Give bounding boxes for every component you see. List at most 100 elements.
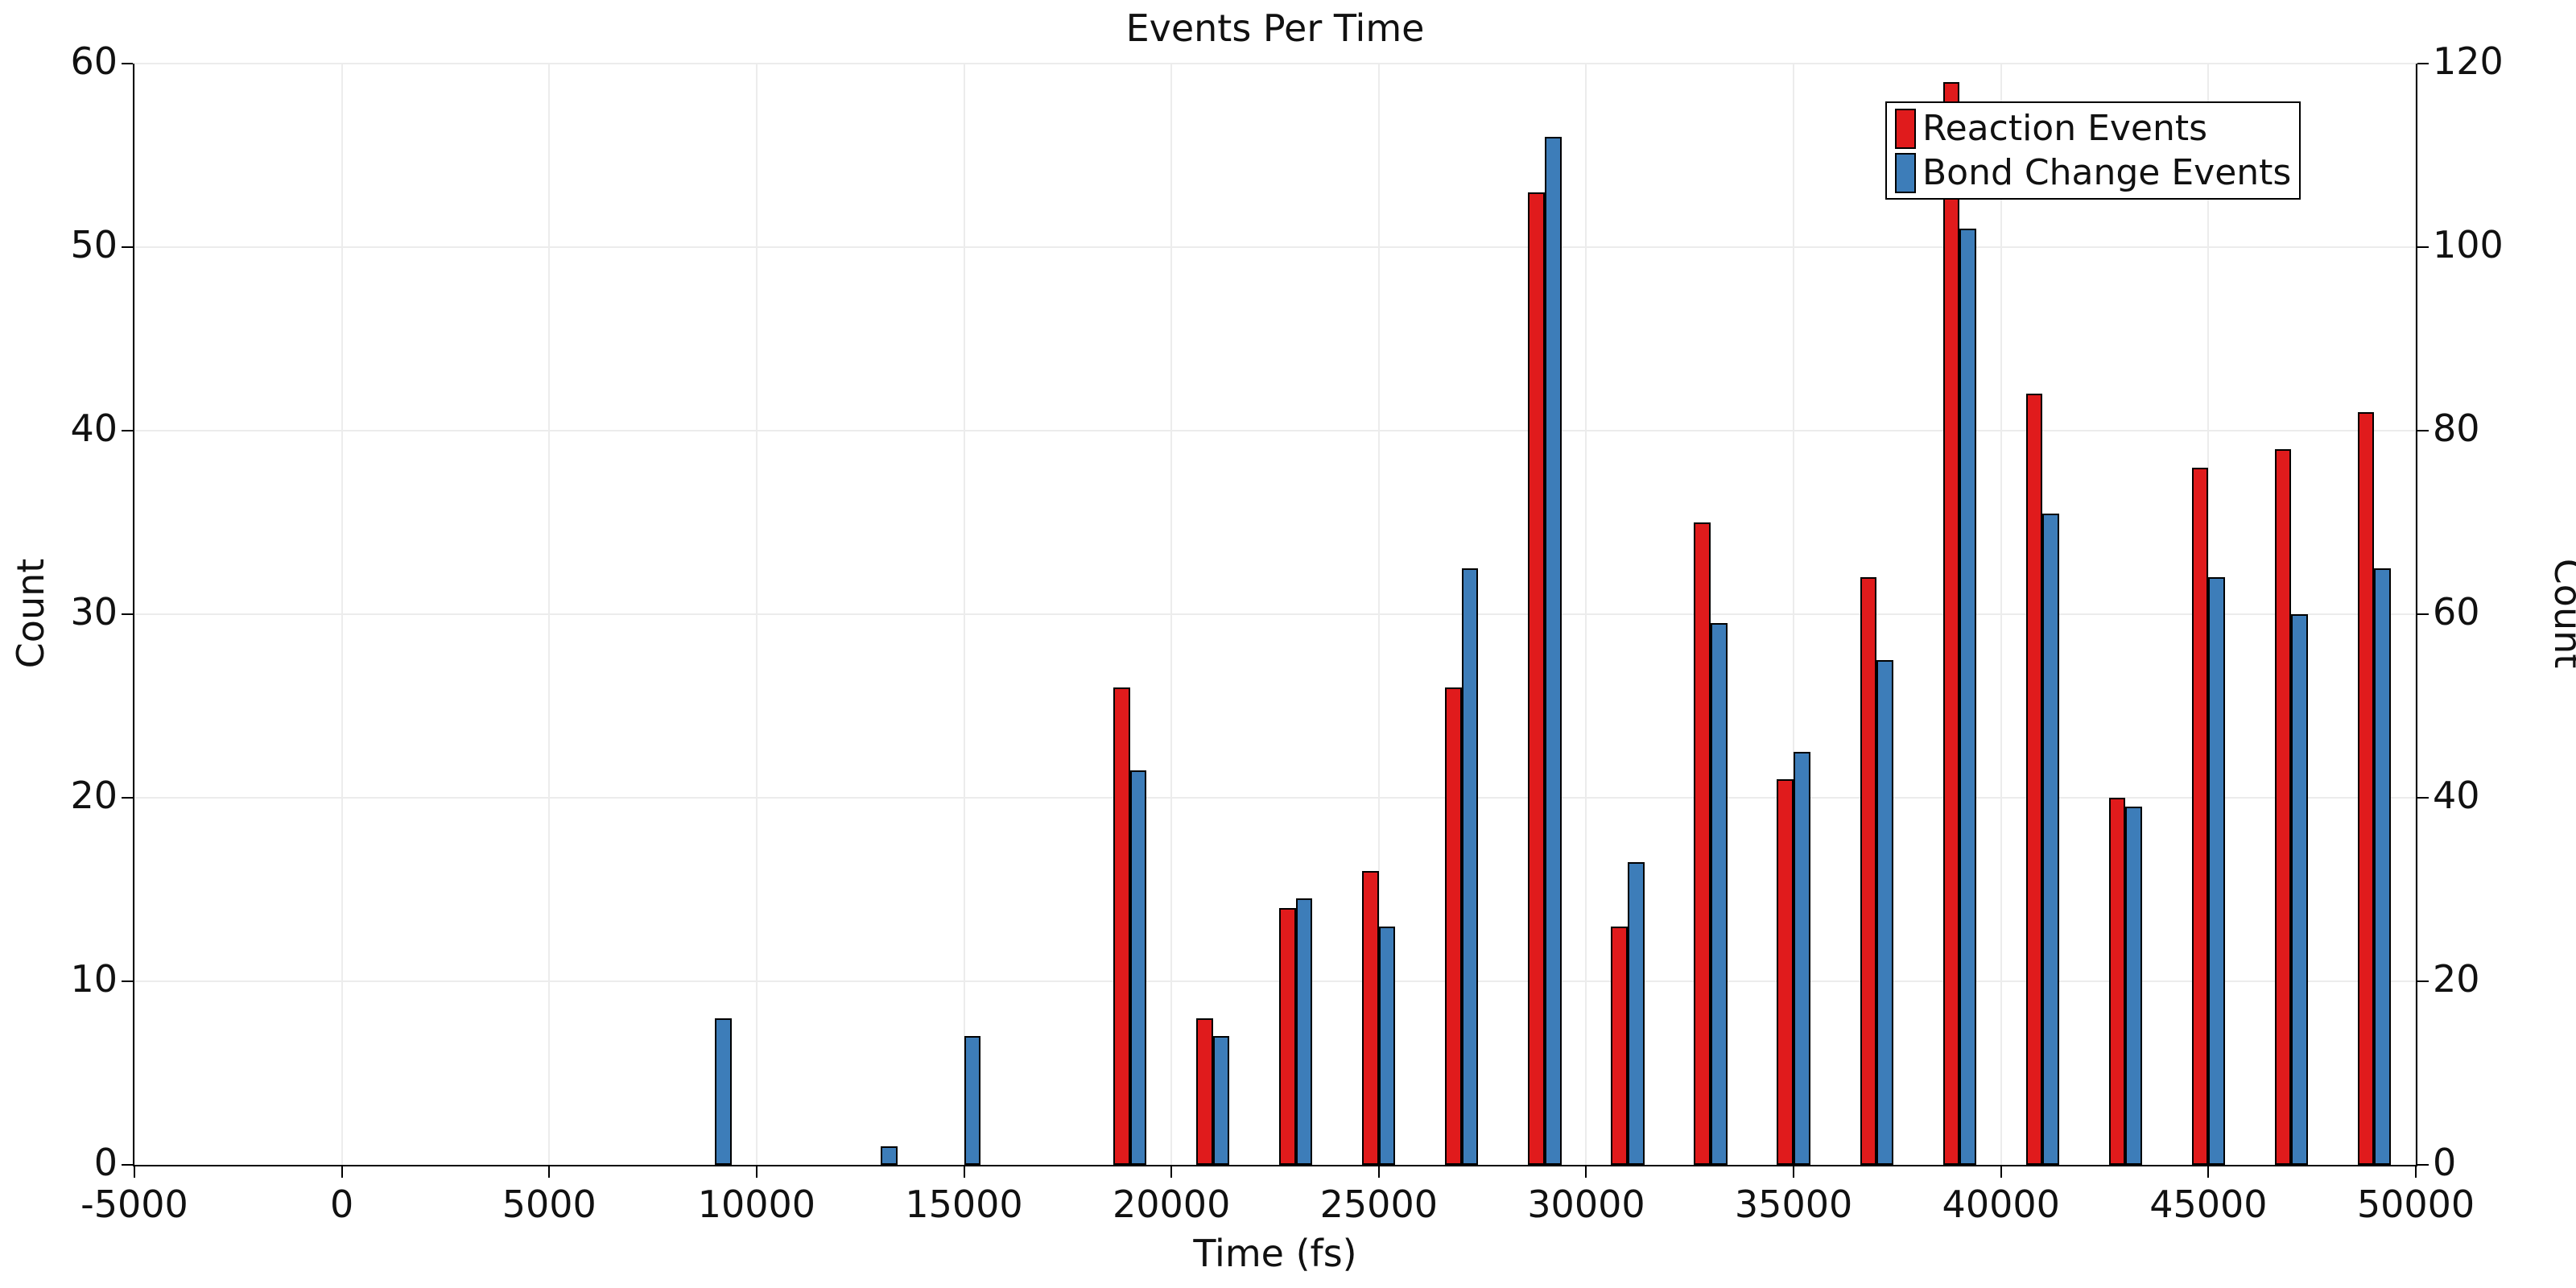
y-left-tick bbox=[122, 63, 133, 64]
h-gridline bbox=[134, 430, 2416, 431]
h-gridline bbox=[134, 246, 2416, 248]
bar-reaction-events bbox=[1777, 779, 1794, 1165]
x-tick-label: 35000 bbox=[1734, 1183, 1853, 1226]
y-right-tick bbox=[2417, 1164, 2429, 1166]
y-left-tick-label: 0 bbox=[93, 1141, 118, 1184]
legend-item: Bond Change Events bbox=[1895, 152, 2291, 193]
bar-bond-change-events bbox=[1711, 623, 1728, 1165]
x-tick bbox=[341, 1166, 343, 1178]
y-right-tick-label: 40 bbox=[2433, 774, 2480, 817]
v-gridline bbox=[134, 64, 135, 1165]
bar-bond-change-events bbox=[2291, 614, 2309, 1165]
bar-reaction-events bbox=[1694, 522, 1711, 1165]
bar-reaction-events bbox=[1860, 577, 1877, 1165]
y-left-tick bbox=[122, 1164, 133, 1166]
bar-reaction-events bbox=[2108, 798, 2126, 1165]
x-tick bbox=[963, 1166, 965, 1178]
y-left-tick bbox=[122, 246, 133, 248]
legend-item: Reaction Events bbox=[1895, 108, 2291, 149]
y-left-tick-label: 40 bbox=[70, 407, 118, 450]
y-right-tick-label: 20 bbox=[2433, 957, 2480, 1001]
bar-bond-change-events bbox=[2374, 568, 2392, 1165]
bar-bond-change-events bbox=[1295, 898, 1313, 1165]
chart-title: Events Per Time bbox=[1125, 6, 1425, 50]
x-tick-label: 5000 bbox=[502, 1183, 597, 1226]
bar-bond-change-events bbox=[1544, 137, 1562, 1165]
x-tick bbox=[2415, 1166, 2417, 1178]
x-tick bbox=[134, 1166, 135, 1178]
y-left-tick bbox=[122, 613, 133, 615]
bar-bond-change-events bbox=[1212, 1036, 1230, 1165]
y-right-tick bbox=[2417, 613, 2429, 615]
x-tick bbox=[548, 1166, 551, 1178]
x-tick-label: 25000 bbox=[1319, 1183, 1438, 1226]
x-tick-label: 40000 bbox=[1942, 1183, 2060, 1226]
bar-reaction-events bbox=[1362, 871, 1379, 1165]
bottom-spine bbox=[133, 1165, 2417, 1166]
x-tick bbox=[2207, 1166, 2210, 1178]
bar-reaction-events bbox=[1196, 1018, 1213, 1165]
bar-reaction-events bbox=[2274, 448, 2292, 1165]
x-tick-label: 15000 bbox=[905, 1183, 1023, 1226]
x-axis-label: Time (fs) bbox=[1193, 1232, 1357, 1275]
x-tick-label: 10000 bbox=[697, 1183, 816, 1226]
x-tick-label: 30000 bbox=[1527, 1183, 1645, 1226]
v-gridline bbox=[1793, 64, 1795, 1165]
legend-swatch-reaction-events bbox=[1895, 108, 1916, 149]
x-tick-label: 20000 bbox=[1113, 1183, 1231, 1226]
y-right-tick-label: 0 bbox=[2433, 1141, 2457, 1184]
y-right-tick bbox=[2417, 246, 2429, 248]
bar-bond-change-events bbox=[1461, 568, 1479, 1165]
x-tick-label: 50000 bbox=[2356, 1183, 2475, 1226]
y-right-tick bbox=[2417, 980, 2429, 982]
v-gridline bbox=[755, 64, 758, 1165]
right-spine bbox=[2416, 64, 2417, 1166]
bar-reaction-events bbox=[2357, 412, 2375, 1165]
x-tick bbox=[1585, 1166, 1587, 1178]
left-spine bbox=[133, 64, 134, 1166]
h-gridline bbox=[134, 797, 2416, 799]
bar-reaction-events bbox=[1611, 926, 1628, 1165]
v-gridline bbox=[1170, 64, 1173, 1165]
x-tick bbox=[1170, 1166, 1173, 1178]
bar-bond-change-events bbox=[1627, 861, 1645, 1165]
bar-bond-change-events bbox=[715, 1018, 732, 1165]
bar-reaction-events bbox=[1445, 687, 1462, 1165]
v-gridline bbox=[2000, 64, 2002, 1165]
bar-reaction-events bbox=[1113, 687, 1130, 1165]
bar-bond-change-events bbox=[1129, 770, 1147, 1165]
y-left-tick-label: 10 bbox=[70, 957, 118, 1001]
y-right-tick bbox=[2417, 63, 2429, 64]
v-gridline bbox=[341, 64, 343, 1165]
y-right-tick-label: 80 bbox=[2433, 407, 2480, 450]
v-gridline bbox=[963, 64, 965, 1165]
y-right-tick bbox=[2417, 430, 2429, 431]
bar-bond-change-events bbox=[1378, 926, 1396, 1165]
x-tick bbox=[1793, 1166, 1795, 1178]
y-right-tick-label: 60 bbox=[2433, 590, 2480, 634]
y-left-tick-label: 20 bbox=[70, 774, 118, 817]
bar-bond-change-events bbox=[881, 1146, 898, 1165]
bar-reaction-events bbox=[2191, 467, 2209, 1165]
bar-bond-change-events bbox=[964, 1036, 981, 1165]
legend-label: Reaction Events bbox=[1922, 108, 2208, 149]
h-gridline bbox=[134, 63, 2416, 64]
bar-reaction-events bbox=[1279, 907, 1296, 1165]
bar-bond-change-events bbox=[2125, 807, 2142, 1165]
y-left-tick-label: 60 bbox=[70, 39, 118, 83]
y-right-tick-label: 120 bbox=[2433, 39, 2504, 83]
v-gridline bbox=[1585, 64, 1587, 1165]
x-tick-label: 45000 bbox=[2149, 1183, 2268, 1226]
y-right-tick bbox=[2417, 797, 2429, 799]
y-left-tick-label: 30 bbox=[70, 590, 118, 634]
y-left-tick bbox=[122, 430, 133, 431]
x-tick bbox=[2000, 1166, 2002, 1178]
bar-reaction-events bbox=[1942, 81, 1960, 1165]
bar-reaction-events bbox=[2025, 394, 2043, 1165]
x-tick-label: 0 bbox=[329, 1183, 354, 1226]
bar-bond-change-events bbox=[1794, 752, 1810, 1165]
bar-bond-change-events bbox=[1876, 660, 1893, 1165]
bar-bond-change-events bbox=[2042, 513, 2059, 1165]
bar-bond-change-events bbox=[2208, 577, 2225, 1165]
